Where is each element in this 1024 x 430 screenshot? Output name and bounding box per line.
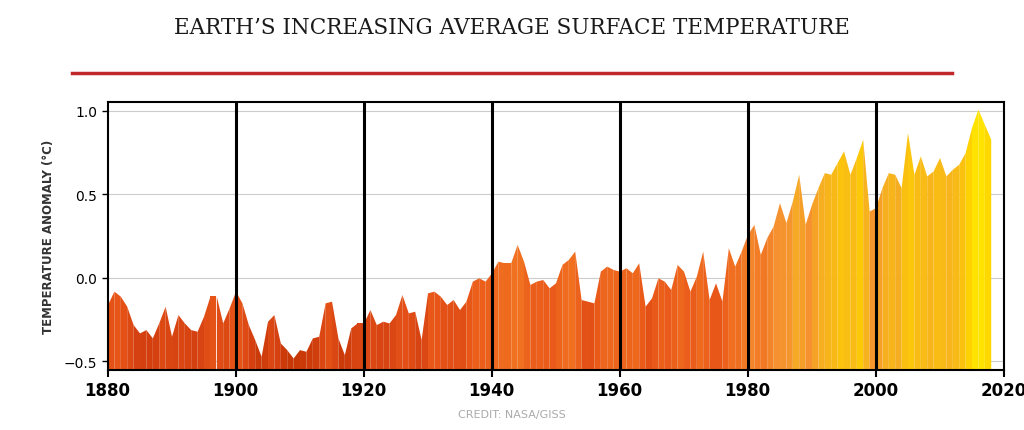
Text: EARTH’S INCREASING AVERAGE SURFACE TEMPERATURE: EARTH’S INCREASING AVERAGE SURFACE TEMPE…	[174, 17, 850, 39]
Y-axis label: TEMPERATURE ANOMALY (°C): TEMPERATURE ANOMALY (°C)	[42, 140, 55, 333]
Text: CREDIT: NASA/GISS: CREDIT: NASA/GISS	[458, 409, 566, 419]
